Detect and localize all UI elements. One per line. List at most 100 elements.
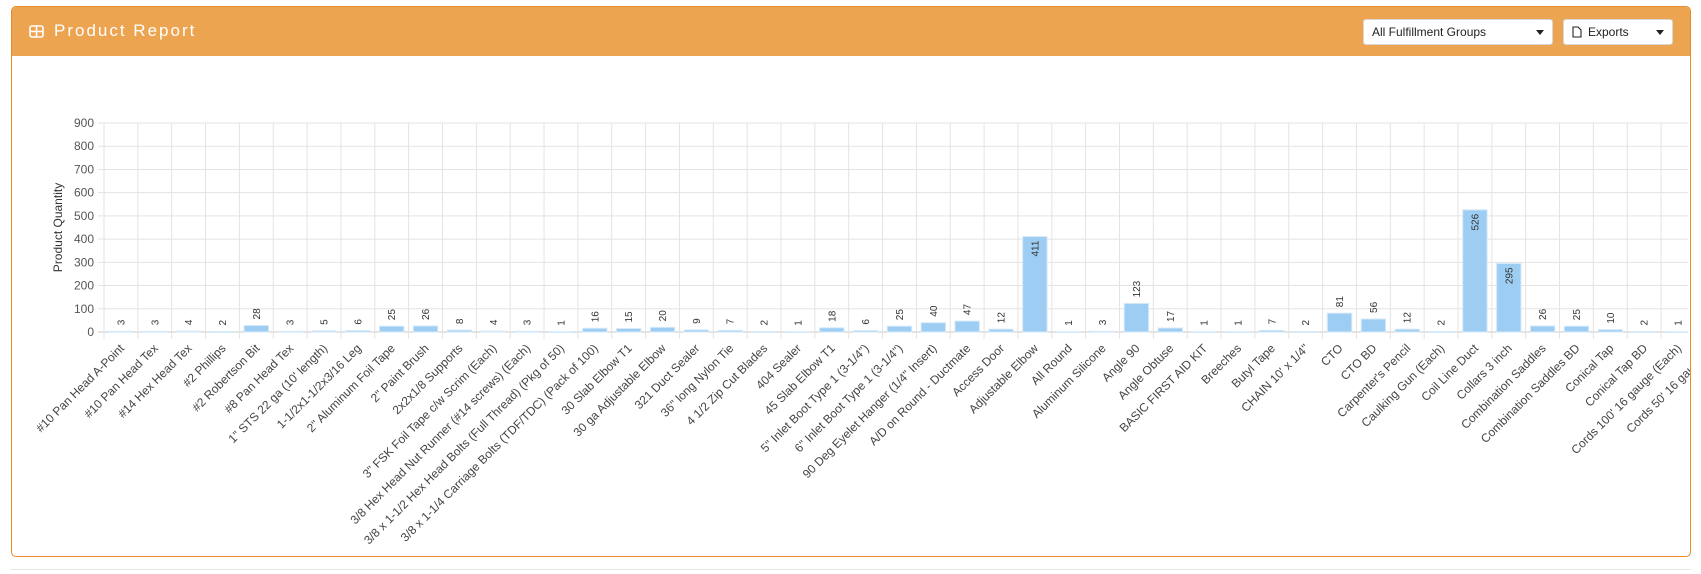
bar-value-label: 1 [556,320,567,326]
bar [1022,236,1048,333]
bar [954,320,980,333]
bar [649,326,676,333]
y-tick-label: 700 [74,162,94,176]
bar [920,322,947,333]
bar [345,330,371,333]
page-title: Product Report [29,21,196,41]
y-tick-label: 300 [74,255,94,269]
bar [311,330,337,333]
fulfillment-group-select[interactable]: All Fulfillment Groups [1363,19,1553,45]
chevron-down-icon [1536,30,1544,35]
bar-value-label: 12 [1403,312,1414,324]
bar-value-label: 25 [387,309,398,321]
x-tick-label: CTO [1318,341,1346,369]
exports-dropdown[interactable]: Exports [1563,19,1673,45]
bar-value-label: 4 [184,319,195,325]
bar [1225,331,1251,334]
bar-value-label: 2 [760,320,771,326]
fulfillment-group-value: All Fulfillment Groups [1372,25,1487,39]
bar [209,331,236,333]
bar-value-label: 18 [827,310,838,322]
bar-value-label: 26 [421,308,432,320]
bar [1631,331,1657,333]
bar-value-label: 1 [1674,320,1685,326]
bar [751,331,777,333]
bar-value-label: 20 [658,310,669,322]
bar-value-label: 56 [1369,301,1380,313]
bar [1428,331,1454,333]
bar [1597,329,1624,333]
bar-value-label: 2 [218,320,229,326]
bar [1563,325,1590,333]
bar-value-label: 6 [353,319,364,325]
bar-value-label: 6 [861,319,872,325]
bar [683,329,710,333]
bar-value-label: 40 [929,305,940,317]
bar-value-label: 3 [150,319,161,325]
y-tick-label: 900 [74,116,94,130]
bar-value-label: 9 [692,318,703,324]
bar [1089,330,1116,333]
y-tick-label: 800 [74,139,94,153]
divider [11,569,1690,570]
bar [1394,328,1420,333]
bar-value-label: 1 [1233,320,1244,326]
bar-value-label: 2 [1640,320,1651,326]
bar [379,325,405,333]
bar-value-label: 28 [252,308,263,320]
bar-value-label: 10 [1606,312,1617,324]
bar [1157,327,1183,333]
bar-value-label: 47 [963,304,974,316]
bar [243,324,270,333]
exports-label: Exports [1588,25,1629,39]
bar-value-label: 295 [1504,267,1515,284]
bar [1191,331,1217,334]
bar [852,330,879,333]
bar-value-label: 26 [1538,308,1549,320]
bar-value-label: 17 [1166,310,1177,322]
bar-value-label: 411 [1030,240,1041,256]
bar [548,331,574,334]
bar [615,328,642,333]
bar [886,325,913,333]
bar-value-label: 3 [286,319,297,325]
y-tick-label: 0 [87,325,94,339]
bar [988,328,1014,333]
bar-value-label: 2 [1301,320,1312,326]
bar-value-label: 8 [455,318,466,324]
bar-value-label: 81 [1335,296,1346,308]
bar-value-label: 3 [1098,319,1109,325]
bar-value-label: 16 [590,311,601,323]
chevron-down-icon [1656,30,1664,35]
bar [1462,209,1488,333]
file-icon [1572,26,1582,38]
bar [277,330,303,333]
bar-value-label: 123 [1132,280,1143,297]
bar-value-label: 25 [1572,309,1583,321]
bar-value-label: 4 [489,319,500,325]
y-tick-label: 200 [74,279,94,293]
bar [1123,302,1150,333]
y-tick-label: 400 [74,232,94,246]
bar [1056,331,1082,334]
bar [1292,331,1319,333]
bar [514,330,540,333]
bar [108,330,134,333]
bar-value-label: 1 [1200,320,1211,326]
bar-value-label: 25 [895,309,906,321]
bar [1496,262,1522,333]
bar [480,330,506,333]
y-tick-label: 600 [74,186,94,200]
bar-value-label: 3 [523,319,534,325]
bar [142,330,168,333]
bar [1665,331,1688,334]
bar [819,327,845,333]
bar-value-label: 7 [726,318,737,324]
bar-value-label: 7 [1267,318,1278,324]
bar [717,329,743,333]
product-report-panel: Product Report All Fulfillment Groups Ex… [11,6,1691,557]
panel-header: Product Report All Fulfillment Groups Ex… [12,7,1690,56]
bar-value-label: 3 [116,319,127,325]
